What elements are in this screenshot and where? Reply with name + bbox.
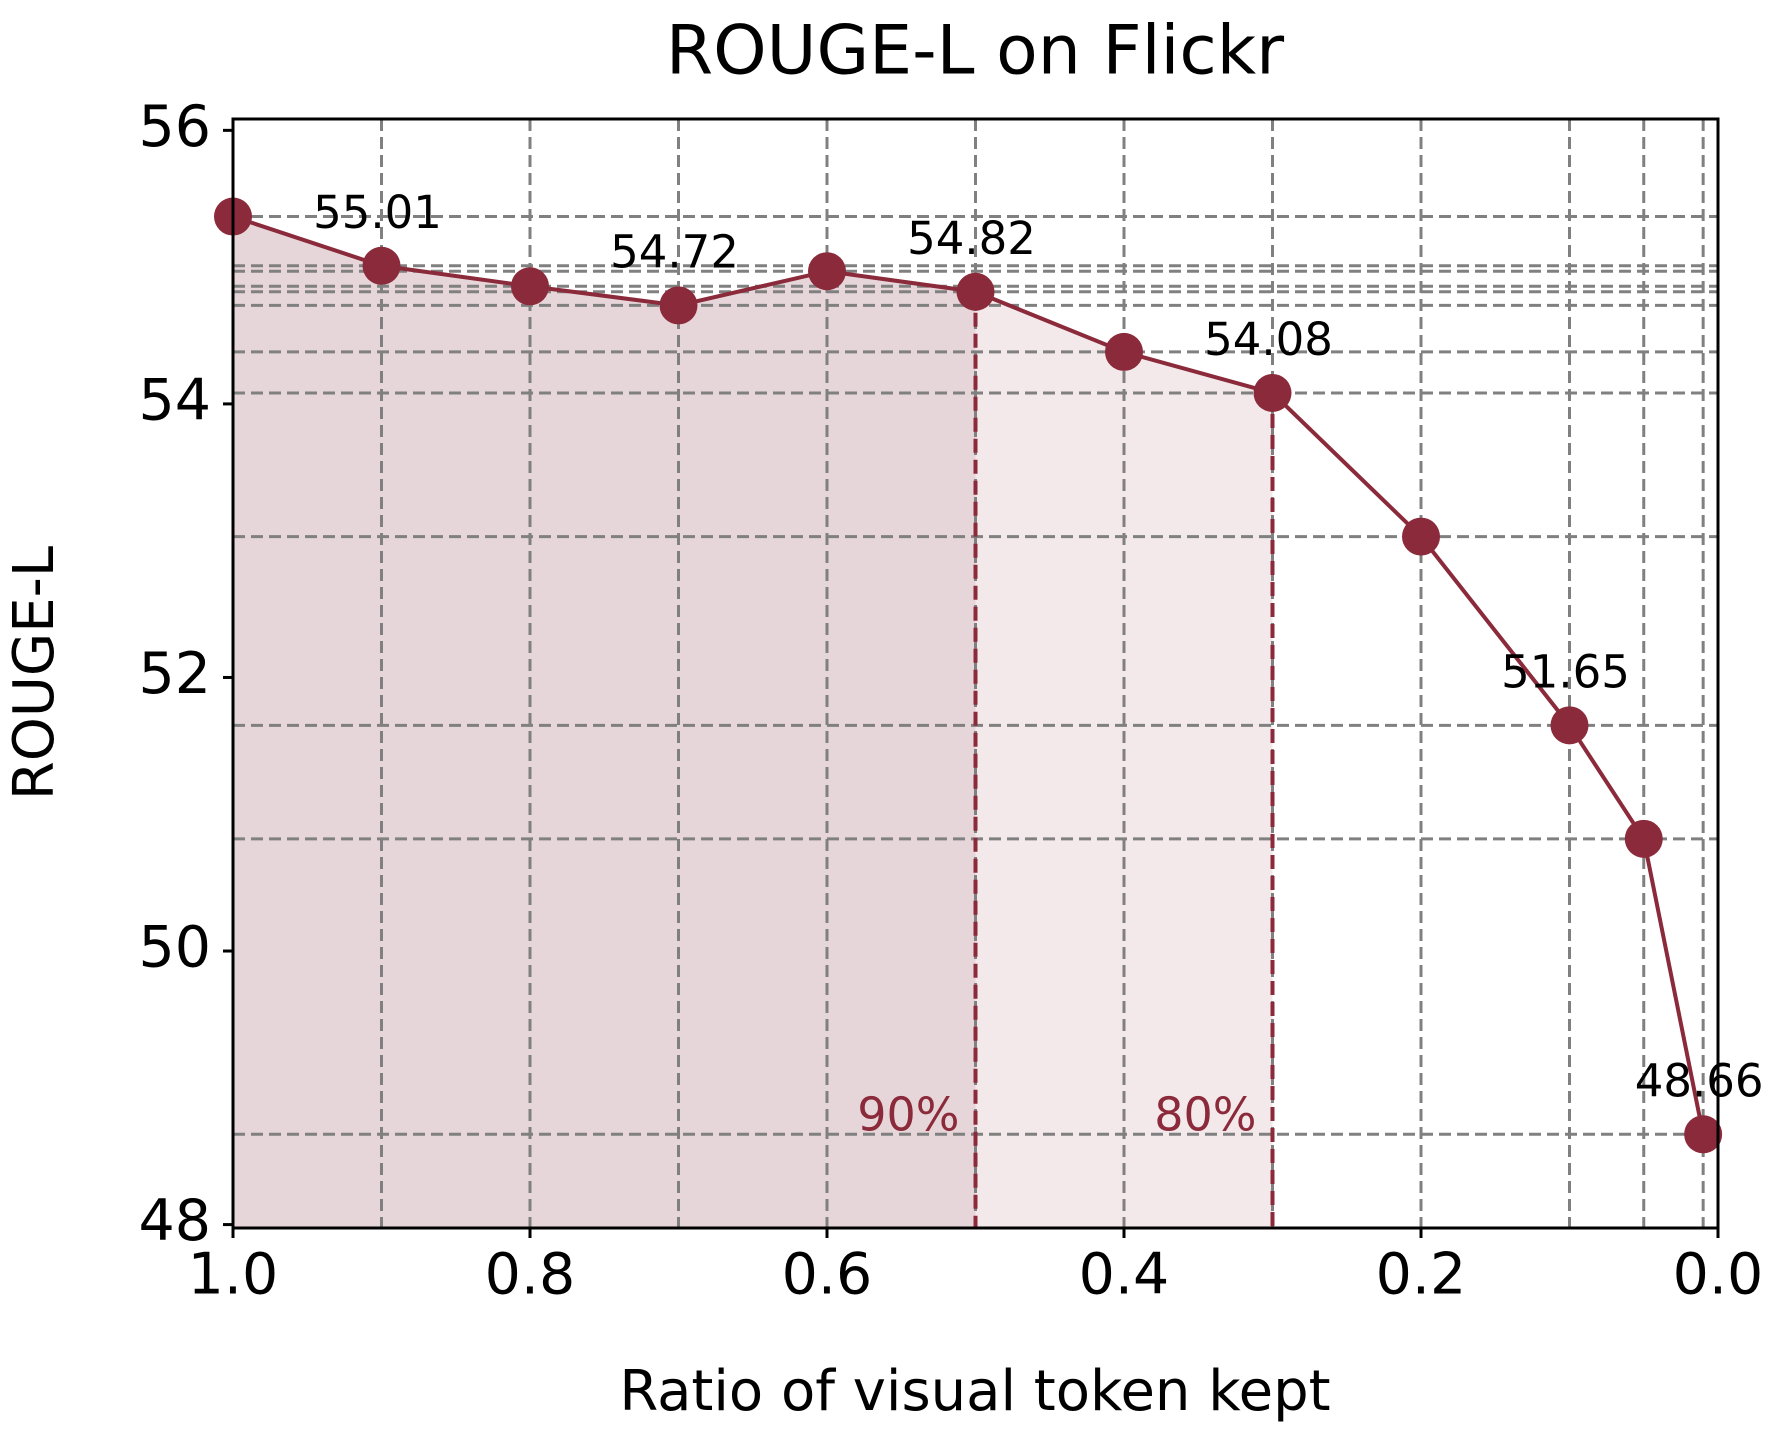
y-tick-label: 50 (138, 915, 211, 981)
marker (362, 246, 401, 285)
data-label: 55.01 (313, 186, 442, 239)
data-label: 54.08 (1204, 313, 1333, 366)
marker (1105, 332, 1143, 371)
marker (659, 286, 698, 325)
x-axis-label: Ratio of visual token kept (619, 1359, 1330, 1424)
y-tick-label: 54 (138, 368, 211, 434)
marker (1550, 706, 1589, 745)
marker (511, 267, 549, 306)
threshold-label: 80% (1154, 1088, 1256, 1142)
marker (1402, 517, 1440, 556)
data-label: 48.66 (1635, 1054, 1764, 1107)
threshold-label: 90% (857, 1088, 959, 1142)
marker (1624, 819, 1663, 858)
x-tick-label: 0.2 (1376, 1242, 1467, 1308)
marker (1684, 1115, 1723, 1154)
data-label: 54.82 (907, 212, 1036, 265)
chart-title: ROUGE-L on Flickr (666, 12, 1284, 91)
x-tick-label: 0.4 (1079, 1242, 1170, 1308)
marker (808, 252, 846, 291)
line (232, 214, 1706, 1135)
marker (956, 272, 995, 311)
y-tick-label: 48 (138, 1188, 211, 1254)
x-tick-label: 0.8 (485, 1242, 576, 1308)
plot-frame (231, 117, 1720, 1230)
y-tick-label: 52 (138, 641, 211, 707)
data-label: 51.65 (1501, 645, 1630, 698)
y-tick-label: 56 (138, 94, 211, 160)
data-label: 54.72 (610, 225, 739, 278)
y-axis-label: ROUGE-L (2, 546, 67, 800)
marker (1253, 373, 1292, 412)
x-tick-label: 0.6 (782, 1242, 873, 1308)
x-tick-label: 1.0 (188, 1242, 279, 1308)
shaded-area (233, 216, 976, 1228)
x-tick-label: 0.0 (1673, 1242, 1764, 1308)
